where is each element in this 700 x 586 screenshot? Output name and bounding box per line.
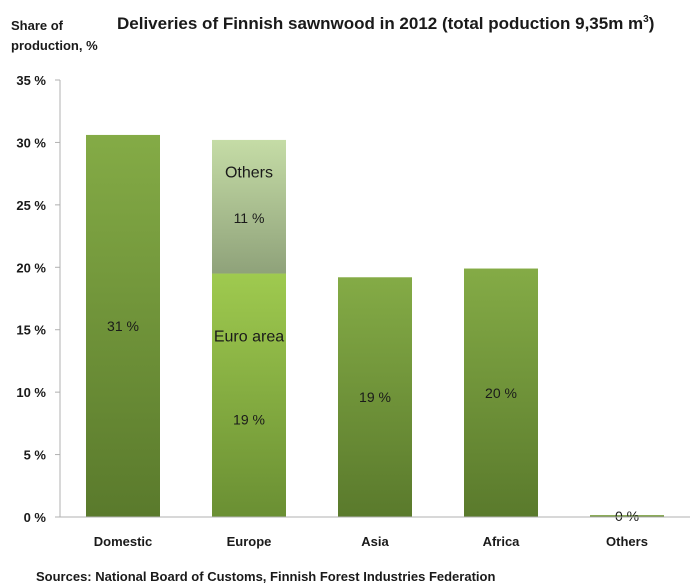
bar-value-label: 19 % — [233, 411, 265, 427]
y-tick-label: 15 % — [16, 323, 46, 338]
bar-value-label: 0 % — [615, 508, 639, 524]
source-note: Sources: National Board of Customs, Finn… — [36, 569, 495, 584]
y-tick-label: 20 % — [16, 260, 46, 275]
y-axis-title-line1: Share of — [11, 18, 64, 33]
y-tick-label: 5 % — [24, 448, 47, 463]
y-tick-label: 35 % — [16, 73, 46, 88]
y-axis-ticks: 0 % 5 % 10 % 15 % 20 % 25 % 30 % 35 % — [16, 73, 60, 525]
chart-title-superscript: 3 — [643, 14, 649, 25]
x-tick-label: Europe — [227, 534, 272, 549]
x-tick-label: Africa — [483, 534, 521, 549]
x-tick-label: Asia — [361, 534, 389, 549]
x-tick-label: Others — [606, 534, 648, 549]
bar-segment — [590, 515, 664, 517]
bar-segment — [338, 277, 412, 517]
bar-segment — [464, 268, 538, 517]
bar-value-label: 19 % — [359, 389, 391, 405]
bar-segment-name: Euro area — [214, 329, 284, 346]
x-tick-label: Domestic — [94, 534, 153, 549]
y-tick-label: 25 % — [16, 198, 46, 213]
bar-value-label: 11 % — [234, 210, 265, 226]
y-tick-label: 0 % — [24, 510, 47, 525]
y-tick-label: 30 % — [16, 135, 46, 150]
bars-group: 31 % 19 % Euro area 11 % Others 19 % 20 % 0 % — [86, 134, 664, 524]
y-axis-title-line2: production, % — [11, 38, 98, 53]
chart-title-close: ) — [649, 14, 655, 33]
bar-value-label: 20 % — [485, 385, 517, 401]
bar-segment — [212, 139, 286, 274]
bar-segment-name: Others — [225, 164, 273, 181]
x-axis-labels: Domestic Europe Asia Africa Others — [94, 534, 648, 549]
bar-segment — [86, 134, 160, 518]
bar-value-label: 31 % — [107, 318, 139, 334]
y-tick-label: 10 % — [16, 385, 46, 400]
chart-title-main: Deliveries of Finnish sawnwood in 2012 (… — [117, 14, 643, 33]
bar-segment — [212, 273, 286, 517]
chart-title: Deliveries of Finnish sawnwood in 2012 (… — [117, 14, 654, 33]
